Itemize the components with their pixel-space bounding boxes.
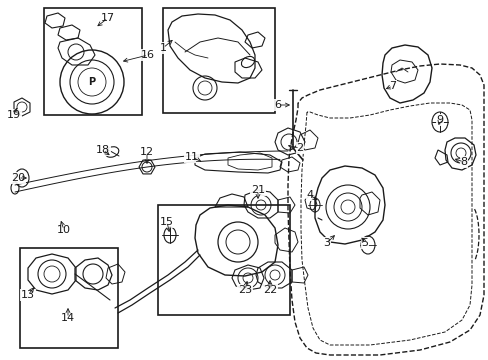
Text: 14: 14 [61,313,75,323]
Text: 5: 5 [361,238,368,248]
Text: 16: 16 [141,50,155,60]
Text: 18: 18 [96,145,110,155]
Text: 22: 22 [263,285,277,295]
Text: P: P [88,77,95,87]
Text: 8: 8 [460,157,467,167]
Text: 20: 20 [11,173,25,183]
Text: 6: 6 [274,100,281,110]
Text: 17: 17 [101,13,115,23]
Text: 15: 15 [160,217,174,227]
Text: 9: 9 [436,115,443,125]
Text: 2: 2 [296,143,303,153]
Text: 21: 21 [250,185,264,195]
Text: 12: 12 [140,147,154,157]
Text: 3: 3 [323,238,330,248]
Text: 19: 19 [7,110,21,120]
Text: 11: 11 [184,152,199,162]
Text: 23: 23 [238,285,251,295]
Text: 13: 13 [21,290,35,300]
Text: 4: 4 [306,190,313,200]
Text: 1: 1 [159,43,166,53]
Text: 10: 10 [57,225,71,235]
Text: 7: 7 [388,81,396,91]
